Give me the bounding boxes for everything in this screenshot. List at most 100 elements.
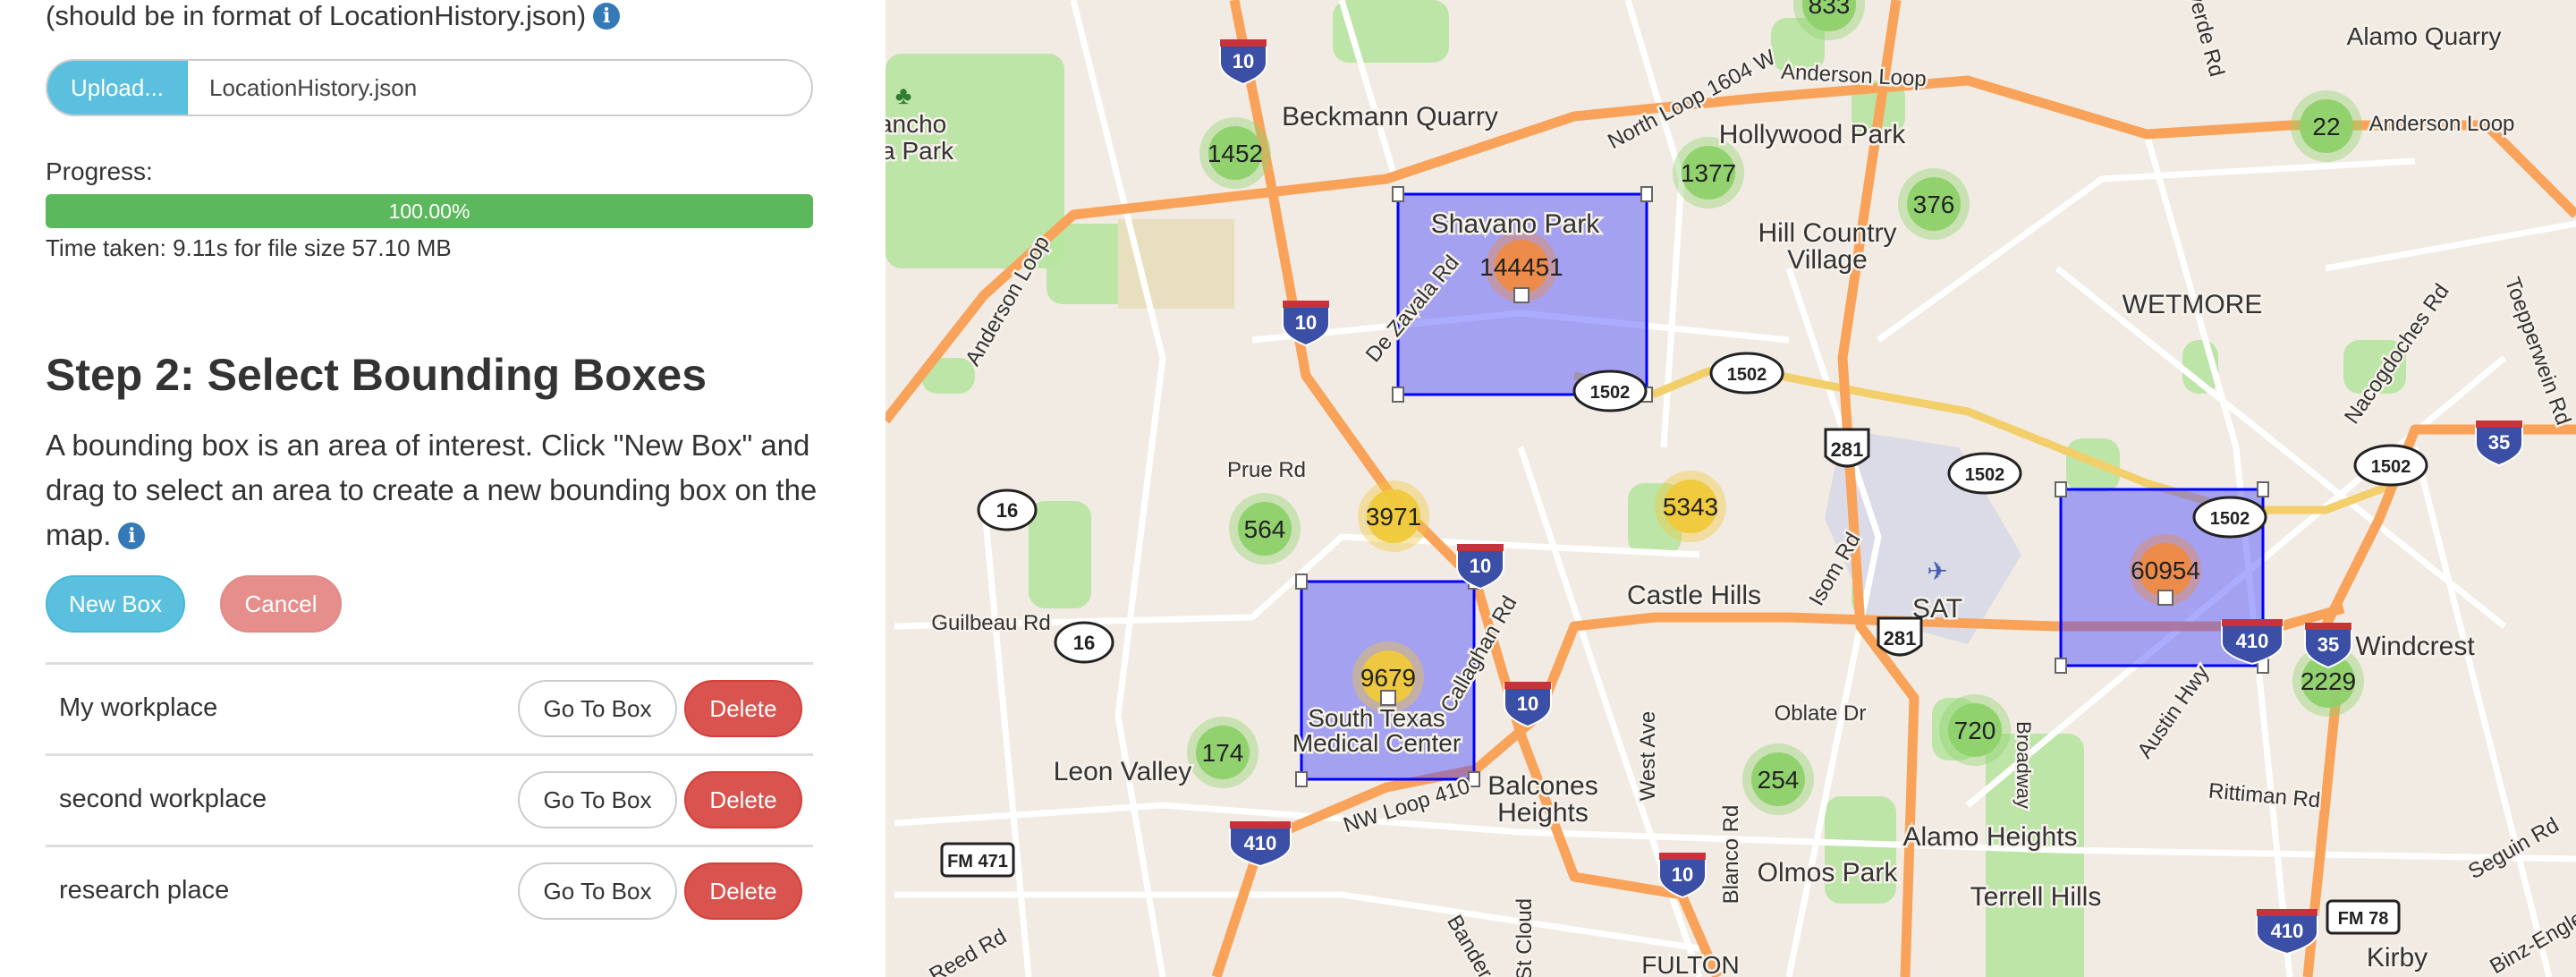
cluster-marker[interactable]: 5343	[1655, 471, 1726, 542]
cluster-marker[interactable]: 376	[1898, 168, 1970, 240]
route-shield: 410	[2256, 909, 2318, 956]
delete-button[interactable]: Delete	[684, 862, 802, 920]
resize-handle[interactable]	[1295, 771, 1308, 787]
cluster-marker[interactable]: 174	[1187, 717, 1258, 788]
info-icon[interactable]: i	[118, 522, 146, 549]
cluster-count: 22	[2312, 113, 2340, 140]
shield-text: 16	[996, 499, 1018, 522]
delete-button[interactable]: Delete	[684, 771, 802, 828]
route-shield: 10	[1282, 301, 1330, 347]
shield-text: 35	[2488, 431, 2510, 454]
shield-text: 10	[1672, 863, 1693, 886]
progress-bar-fill: 100.00%	[46, 194, 813, 228]
shield-text: 16	[1073, 632, 1095, 654]
road-label: Broadway	[2012, 721, 2035, 809]
shield-text: 10	[1470, 555, 1491, 577]
route-shield: FM 471	[940, 842, 1015, 878]
resize-handle[interactable]	[1392, 186, 1404, 202]
cluster-count: 5343	[1663, 493, 1718, 521]
cluster-core	[1495, 240, 1548, 293]
cluster-count: 833	[1809, 0, 1851, 19]
cluster-marker[interactable]: 1377	[1673, 137, 1744, 208]
interstate-shield-top	[1220, 39, 1267, 47]
center-handle	[1513, 287, 1530, 303]
route-shield: 35	[2304, 623, 2352, 669]
bounding-box-list: My workplace Go To Box Delete second wor…	[46, 662, 886, 936]
place-label: Alamo Heights	[1902, 822, 2077, 852]
map-view[interactable]: 144451 9679 60954 1452 1377 376 833 22 564 174 720…	[886, 0, 2576, 977]
go-to-box-button[interactable]: Go To Box	[518, 680, 677, 737]
interstate-shield-top	[1659, 853, 1706, 860]
farm-road-shield-icon	[2326, 899, 2401, 935]
upload-button[interactable]: Upload...	[47, 61, 188, 115]
interstate-shield-icon	[1504, 683, 1552, 728]
cluster-marker[interactable]: 2229	[2292, 645, 2364, 717]
resize-handle[interactable]	[2055, 481, 2067, 497]
road-label: Seguin Rd	[2464, 813, 2563, 884]
route-shield: 16	[977, 488, 1038, 531]
resize-handle[interactable]	[1392, 387, 1404, 403]
route-shield: FM 78	[2326, 899, 2401, 935]
box-name: research place	[59, 876, 230, 905]
place-label: FULTON	[1641, 951, 1739, 977]
road-label: Bandera	[1442, 911, 1504, 977]
cluster-count: 1377	[1681, 159, 1736, 187]
cluster-core	[1664, 480, 1717, 533]
cluster-core	[1196, 726, 1250, 779]
cluster-marker[interactable]: 833	[1793, 0, 1865, 40]
cluster-marker[interactable]: 144451	[1479, 231, 1563, 302]
street	[1251, 310, 1790, 344]
cluster-marker[interactable]: 9679	[1352, 641, 1424, 713]
resize-handle[interactable]	[2055, 658, 2067, 674]
map-canvas[interactable]: 144451 9679 60954 1452 1377 376 833 22 564 174 720…	[886, 0, 2576, 977]
cluster-marker[interactable]: 3971	[1358, 480, 1429, 552]
route-shield: 1502	[1709, 352, 1784, 395]
cluster-marker[interactable]: 254	[1742, 743, 1814, 815]
place-label: Olmos Park	[1758, 858, 1899, 888]
go-to-box-button[interactable]: Go To Box	[518, 862, 677, 920]
park-area	[1333, 0, 1449, 63]
resize-handle[interactable]	[1295, 573, 1308, 590]
resize-handle[interactable]	[1640, 186, 1653, 202]
cluster-marker[interactable]: 22	[2291, 90, 2362, 162]
farm-road-shield-icon	[940, 842, 1015, 878]
street	[1876, 157, 2416, 343]
bounding-box-row: second workplace Go To Box Delete	[46, 753, 813, 845]
cluster-count: 720	[1954, 717, 1996, 744]
shield-text: 1502	[1965, 465, 2005, 485]
shield-text: 10	[1295, 311, 1317, 334]
interstate-shield-top	[1283, 301, 1329, 308]
cluster-core	[1802, 0, 1856, 31]
center-handle	[1380, 690, 1396, 706]
street	[1624, 0, 1685, 448]
resize-handle[interactable]	[2257, 481, 2269, 497]
place-label: Shavano Park	[1431, 209, 1600, 239]
highway	[1229, 0, 1723, 977]
cluster-marker[interactable]: 1452	[1199, 117, 1271, 189]
interstate-shield-icon	[1456, 545, 1504, 590]
step2-description-text: A bounding box is an area of interest. C…	[46, 429, 818, 551]
route-shield: 410	[2221, 619, 2284, 666]
state-route-shield-icon	[1709, 352, 1784, 395]
street	[894, 891, 1700, 952]
resize-handle[interactable]	[1468, 771, 1480, 787]
highway	[1211, 603, 2345, 977]
cluster-marker[interactable]: 60954	[2130, 534, 2201, 606]
cluster-marker[interactable]: 720	[1939, 694, 2011, 766]
route-shield: 10	[1456, 544, 1504, 590]
park-tree-icon: ♣	[895, 81, 911, 109]
interstate-shield-icon	[2304, 624, 2352, 669]
file-upload-field[interactable]: Upload... LocationHistory.json	[46, 59, 813, 116]
place-label: Hill Country	[1758, 218, 1896, 248]
place-label: Alamo Quarry	[2347, 22, 2502, 50]
place-label: Windcrest	[2355, 632, 2475, 661]
new-box-button[interactable]: New Box	[46, 575, 185, 633]
airport-icon: ✈	[1927, 557, 1947, 585]
cluster-marker[interactable]: 564	[1229, 493, 1301, 565]
cancel-button[interactable]: Cancel	[220, 575, 342, 633]
delete-button[interactable]: Delete	[684, 680, 802, 737]
go-to-box-button[interactable]: Go To Box	[518, 771, 677, 828]
info-icon[interactable]: i	[593, 3, 621, 30]
state-route-shield-icon	[1054, 621, 1114, 664]
cluster-count: 3971	[1366, 503, 1421, 531]
